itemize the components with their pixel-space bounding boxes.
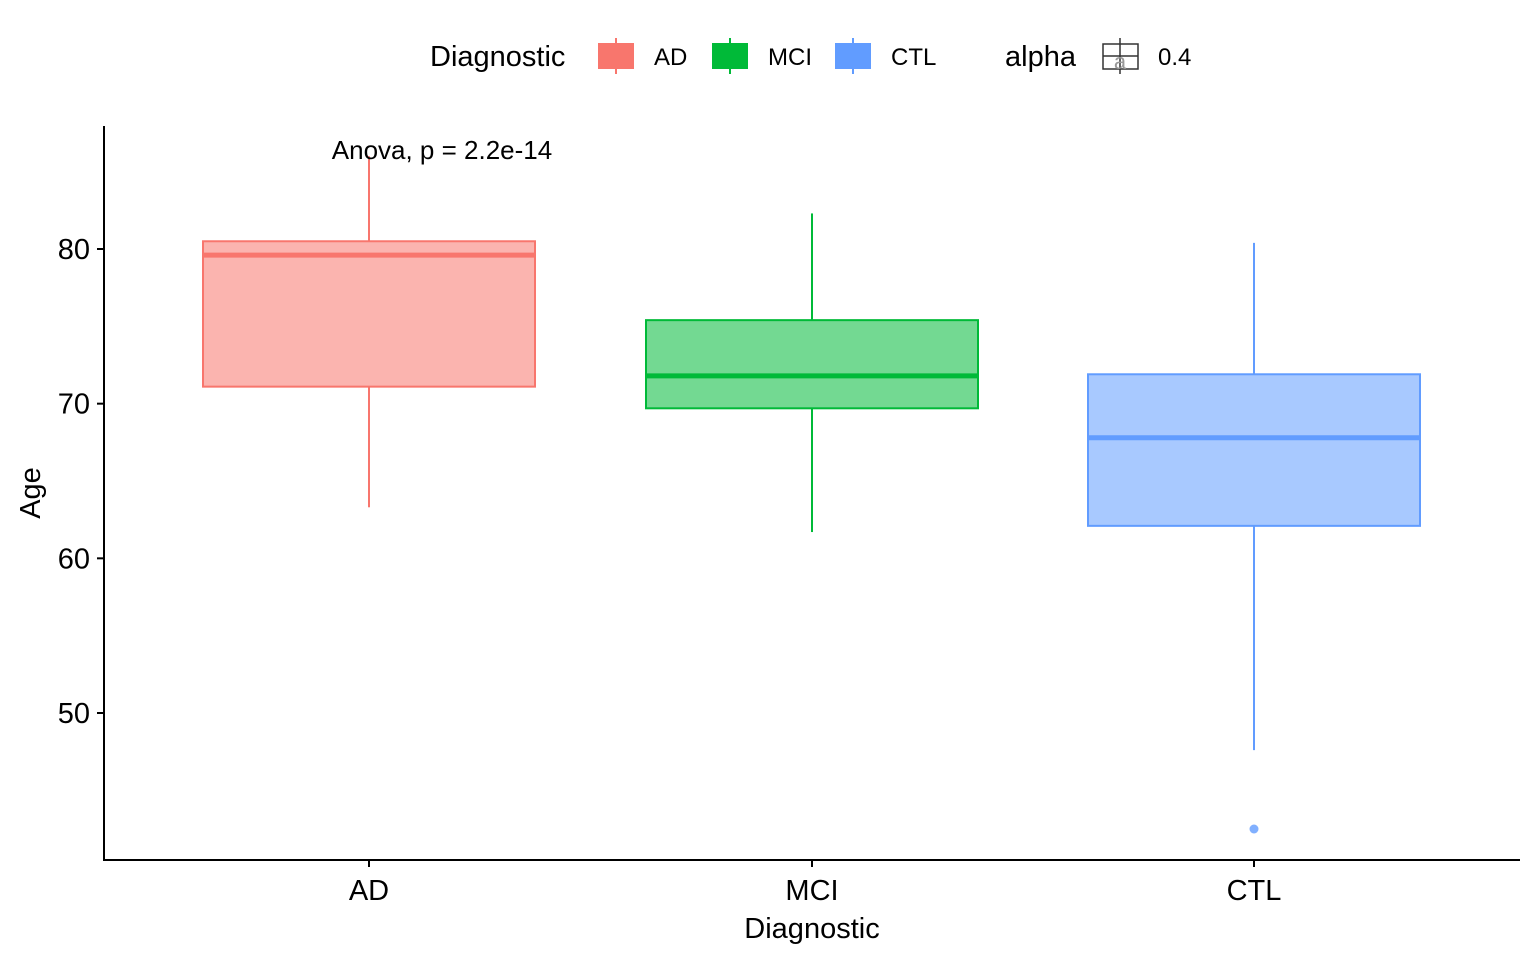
legend: Diagnostic AD MCI CTL alpha a 0.4 (430, 38, 1191, 74)
legend-title: Diagnostic (430, 41, 565, 73)
legend-key-ad (598, 43, 634, 69)
y-tick-label-70: 70 (58, 389, 90, 421)
legend-key-ctl (835, 43, 871, 69)
boxes (202, 156, 1421, 834)
y-tick-label-50: 50 (58, 698, 90, 730)
legend-item-ad: AD (598, 38, 687, 74)
legend-alpha-key-glyph: a (1114, 49, 1127, 74)
x-axis-ticks: AD MCI CTL (349, 860, 1282, 907)
legend-label-mci: MCI (768, 44, 812, 71)
box-mci (645, 213, 979, 533)
y-tick-label-60: 60 (58, 543, 90, 575)
legend-item-ctl: CTL (835, 38, 936, 74)
x-axis-title: Diagnostic (744, 913, 879, 945)
legend-label-ctl: CTL (891, 44, 936, 71)
y-axis-ticks: 50 60 70 80 (58, 234, 104, 730)
box-body-ad (202, 240, 536, 388)
box-body-mci (645, 319, 979, 410)
x-tick-label-ad: AD (349, 875, 389, 907)
y-tick-label-80: 80 (58, 234, 90, 266)
x-tick-label-ctl: CTL (1227, 875, 1282, 907)
box-ad (202, 156, 536, 508)
legend-alpha-title: alpha (1005, 41, 1077, 73)
legend-alpha-key: a (1102, 38, 1139, 74)
y-axis-title: Age (15, 467, 47, 519)
legend-label-ad: AD (654, 44, 687, 71)
outlier-ctl-0 (1249, 824, 1259, 834)
legend-item-mci: MCI (712, 38, 812, 74)
box-body-ctl (1087, 373, 1421, 527)
legend-alpha-value: 0.4 (1158, 44, 1191, 71)
box-ctl (1087, 242, 1421, 834)
x-tick-label-mci: MCI (785, 875, 838, 907)
anova-annotation: Anova, p = 2.2e-14 (332, 135, 552, 165)
legend-key-mci (712, 43, 748, 69)
